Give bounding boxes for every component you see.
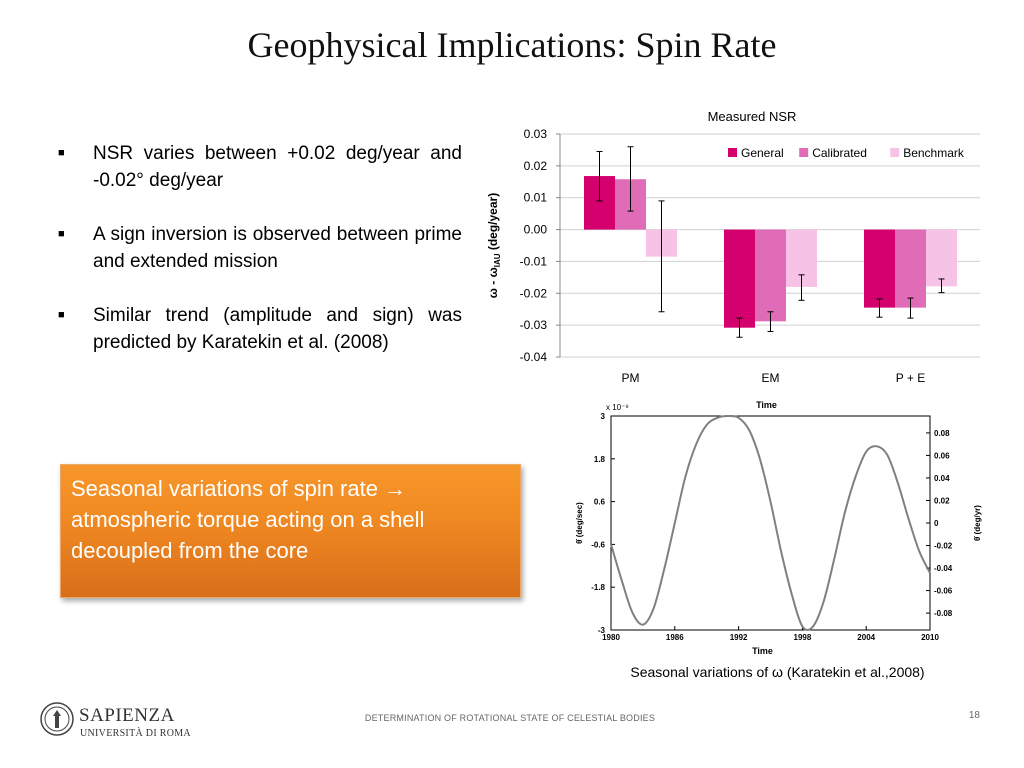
square-bullet-icon: ■ bbox=[58, 147, 65, 159]
x-tick-label: EM bbox=[762, 371, 780, 385]
y-right-tick-label: 0.02 bbox=[934, 496, 950, 505]
y-left-tick-label: -1.8 bbox=[591, 583, 605, 592]
x-tick-label: 2010 bbox=[921, 633, 939, 642]
y-right-tick-label: 0.06 bbox=[934, 451, 950, 460]
logo-subtitle: UNIVERSITÀ DI ROMA bbox=[80, 728, 191, 739]
y-right-tick-label: 0.04 bbox=[934, 474, 950, 483]
slide-title: Geophysical Implications: Spin Rate bbox=[247, 25, 777, 65]
y-right-tick-label: 0 bbox=[934, 519, 939, 528]
y-axis-label: ω - ωIAU (deg/year) bbox=[486, 193, 502, 298]
bullet-item: ■ NSR varies between +0.02 deg/year and … bbox=[58, 140, 462, 194]
y-right-tick-label: -0.04 bbox=[934, 564, 953, 573]
spin-rate-line bbox=[610, 414, 931, 631]
y-tick-label: 0.02 bbox=[524, 159, 548, 173]
bullet-item: ■ Similar trend (amplitude and sign) was… bbox=[58, 302, 462, 356]
y-left-tick-label: 3 bbox=[601, 412, 606, 421]
y-right-tick-label: 0.08 bbox=[934, 429, 950, 438]
x-tick-label: PM bbox=[622, 371, 640, 385]
sapienza-seal-logo bbox=[40, 702, 74, 736]
chart-title: Measured NSR bbox=[708, 109, 797, 124]
callout-text: Seasonal variations of spin rate → atmos… bbox=[71, 476, 425, 563]
legend-swatch bbox=[890, 148, 900, 157]
y-tick-label: -0.01 bbox=[520, 254, 548, 268]
y-tick-label: 0.01 bbox=[524, 191, 548, 205]
top-axis-label: Time bbox=[756, 400, 777, 410]
seasonal-line-chart: Time Time x 10⁻⁹ 1980 1986 1992 1998 2004 2010 3 1… bbox=[575, 400, 982, 656]
y-left-axis-label: θ̇ (deg/sec) bbox=[575, 502, 584, 544]
bullet-text: A sign inversion is observed between pri… bbox=[93, 224, 462, 272]
bullet-item: ■ A sign inversion is observed between p… bbox=[58, 221, 462, 275]
legend-swatch bbox=[799, 148, 809, 157]
y-left-tick-label: -0.6 bbox=[591, 540, 605, 549]
x-axis-label: Time bbox=[752, 646, 773, 656]
x-tick-label: 1986 bbox=[666, 633, 684, 642]
logo-name: SAPIENZA bbox=[79, 705, 175, 726]
y-tick-label: -0.03 bbox=[520, 318, 548, 332]
bullet-list: ■ NSR varies between +0.02 deg/year and … bbox=[58, 140, 462, 383]
bar-chart: Measured NSR 0.03 0.02 0.01 0.00 -0.01 -0.02 -0… bbox=[486, 109, 980, 385]
y-tick-label: -0.02 bbox=[520, 286, 548, 300]
footer-text: DETERMINATION OF ROTATIONAL STATE OF CEL… bbox=[364, 713, 656, 723]
x-tick-label: 1992 bbox=[730, 633, 748, 642]
y-left-tick-label: 1.8 bbox=[594, 455, 606, 464]
bar-general bbox=[864, 229, 895, 308]
y-scale-label: x 10⁻⁹ bbox=[606, 403, 629, 412]
square-bullet-icon: ■ bbox=[58, 309, 65, 321]
y-tick-label: 0.03 bbox=[524, 127, 548, 141]
x-tick-label: 1998 bbox=[794, 633, 812, 642]
bar-calibrated bbox=[895, 229, 926, 308]
y-tick-label: 0.00 bbox=[524, 223, 548, 237]
callout-box: Seasonal variations of spin rate → atmos… bbox=[60, 464, 521, 598]
y-left-tick-label: 0.6 bbox=[594, 498, 606, 507]
bar-general bbox=[724, 229, 755, 328]
bar-calibrated bbox=[755, 229, 786, 322]
bullet-text: NSR varies between +0.02 deg/year and -0… bbox=[93, 143, 462, 191]
y-right-tick-label: -0.02 bbox=[934, 542, 953, 551]
y-right-tick-label: -0.08 bbox=[934, 609, 953, 618]
y-right-tick-label: -0.06 bbox=[934, 587, 953, 596]
x-tick-label: 1980 bbox=[602, 633, 620, 642]
page-number: 18 bbox=[968, 710, 980, 721]
square-bullet-icon: ■ bbox=[58, 228, 65, 240]
legend-label: Benchmark bbox=[903, 146, 965, 160]
bullet-text: Similar trend (amplitude and sign) was p… bbox=[93, 305, 462, 353]
legend-label: Calibrated bbox=[812, 146, 867, 160]
figure-caption: Seasonal variations of ω (Karatekin et a… bbox=[630, 664, 925, 680]
x-tick-label: 2004 bbox=[857, 633, 875, 642]
legend-swatch bbox=[728, 148, 737, 157]
bar-benchmark bbox=[926, 229, 957, 287]
y-right-axis-label: θ̇ (deg/yr) bbox=[973, 505, 982, 541]
x-tick-label: P + E bbox=[896, 371, 925, 385]
legend-label: General bbox=[741, 146, 784, 160]
y-tick-label: -0.04 bbox=[520, 350, 548, 364]
y-left-tick-label: -3 bbox=[598, 626, 606, 635]
